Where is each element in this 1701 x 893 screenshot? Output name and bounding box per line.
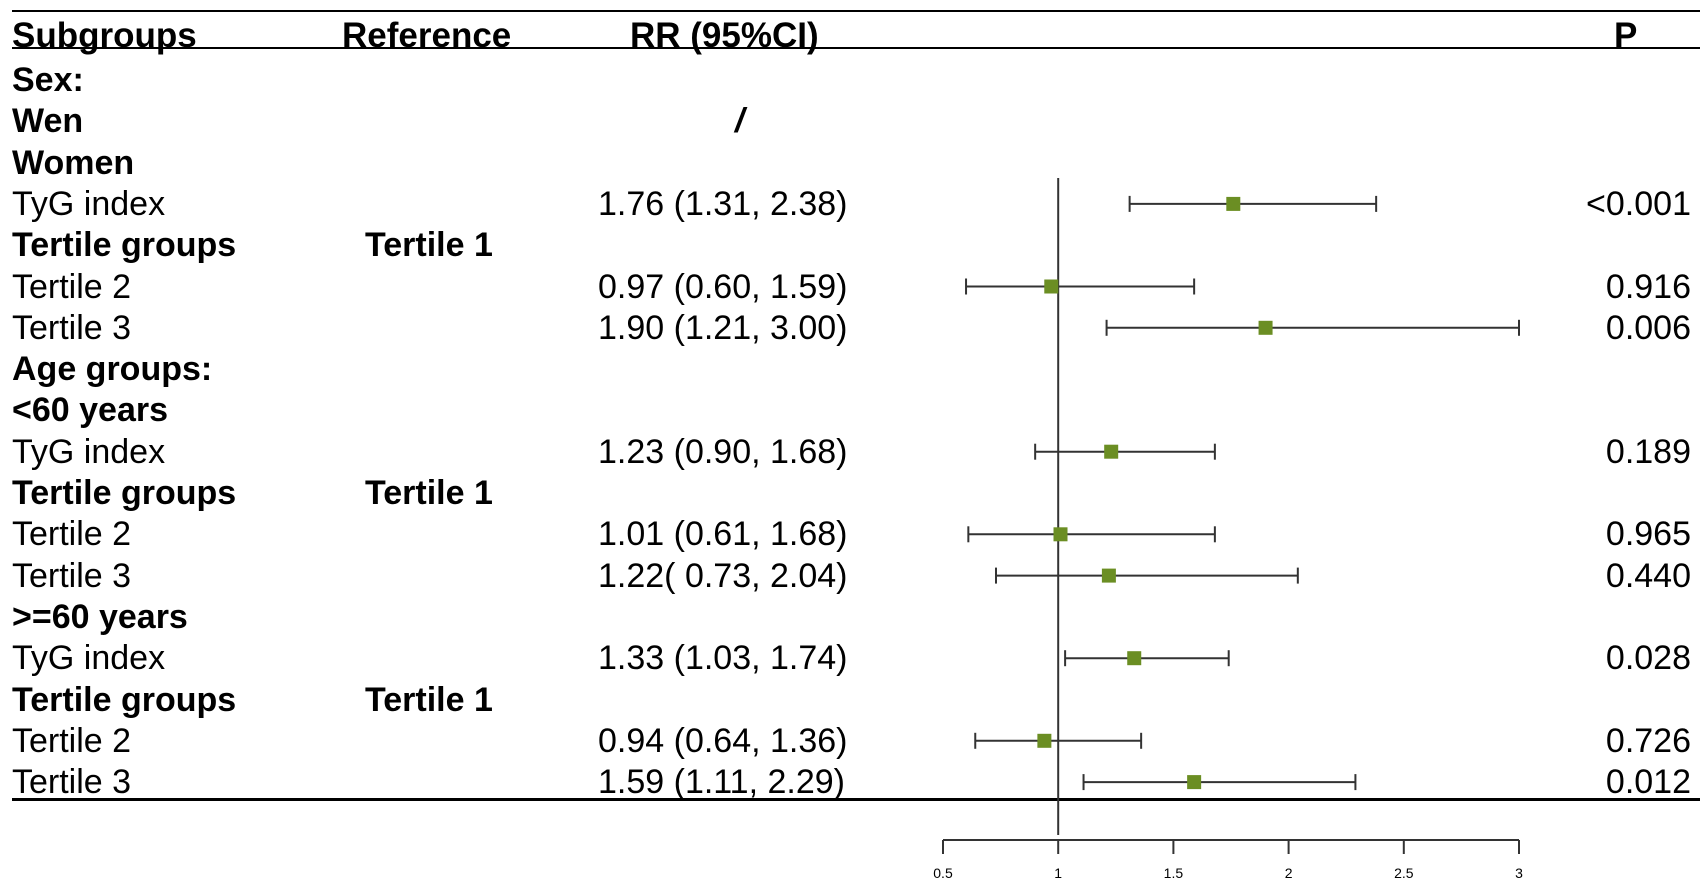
x-tick-label: 1.5 [1164,865,1184,881]
row-p: 0.028 [1605,639,1691,677]
row-label: Sex: [12,61,84,99]
row-rr: / [735,102,745,140]
row-p: 0.006 [1605,309,1691,347]
row-p: 0.012 [1605,763,1691,801]
row-label: TyG index [12,639,166,677]
point-estimate [1101,568,1116,583]
row-rr: 1.33 (1.03, 1.74) [598,639,848,677]
row-label: Tertile 2 [12,515,132,553]
point-estimate [1044,279,1059,294]
x-tick-label: 3 [1515,865,1523,881]
row-label: Tertile groups [12,681,237,719]
row-rr: 0.97 (0.60, 1.59) [598,268,848,306]
row-label: Tertile 3 [12,557,132,595]
row-label: Tertile 3 [12,309,132,347]
point-estimate [1104,444,1119,459]
point-estimate [1187,775,1202,790]
row-rr: 1.22( 0.73, 2.04) [598,557,848,595]
row-label: TyG index [12,185,166,223]
row-label: Tertile groups [12,226,237,264]
row-reference: Tertile 1 [365,474,493,512]
row-reference: Tertile 1 [365,681,493,719]
row-label: Tertile 2 [12,268,132,306]
row-p: <0.001 [1586,185,1691,223]
row-p: 0.189 [1605,433,1691,471]
row-label: Age groups: [12,350,213,388]
row-rr: 0.94 (0.64, 1.36) [598,722,848,760]
row-label: Tertile 2 [12,722,132,760]
row-p: 0.916 [1605,268,1691,306]
row-rr: 1.59 (1.11, 2.29) [598,763,845,801]
row-label: <60 years [12,391,168,429]
x-tick-label: 2 [1285,865,1293,881]
row-label: Tertile groups [12,474,237,512]
row-rr: 1.90 (1.21, 3.00) [598,309,848,347]
row-label: TyG index [12,433,166,471]
header-reference: Reference [342,16,512,55]
row-p: 0.965 [1605,515,1691,553]
row-p: 0.726 [1605,722,1691,760]
header-p: P [1614,16,1638,55]
point-estimate [1258,320,1273,335]
point-estimate [1127,651,1142,666]
x-tick-label: 0.5 [933,865,953,881]
row-label: Wen [12,102,84,140]
row-p: 0.440 [1605,557,1691,595]
row-reference: Tertile 1 [365,226,493,264]
point-estimate [1226,196,1241,211]
header-subgroups: Subgroups [12,16,197,55]
point-estimate [1053,527,1068,542]
header-rr: RR (95%CI) [630,16,819,55]
row-label: Women [12,144,135,182]
row-label: >=60 years [12,598,188,636]
row-rr: 1.01 (0.61, 1.68) [598,515,848,553]
row-rr: 1.23 (0.90, 1.68) [598,433,848,471]
x-tick-label: 1 [1054,865,1062,881]
bottom-rule [12,798,1700,801]
row-rr: 1.76 (1.31, 2.38) [598,185,848,223]
header-rule [12,47,1700,49]
point-estimate [1037,733,1052,748]
top-rule [12,10,1700,12]
x-tick-label: 2.5 [1394,865,1414,881]
row-label: Tertile 3 [12,763,132,801]
